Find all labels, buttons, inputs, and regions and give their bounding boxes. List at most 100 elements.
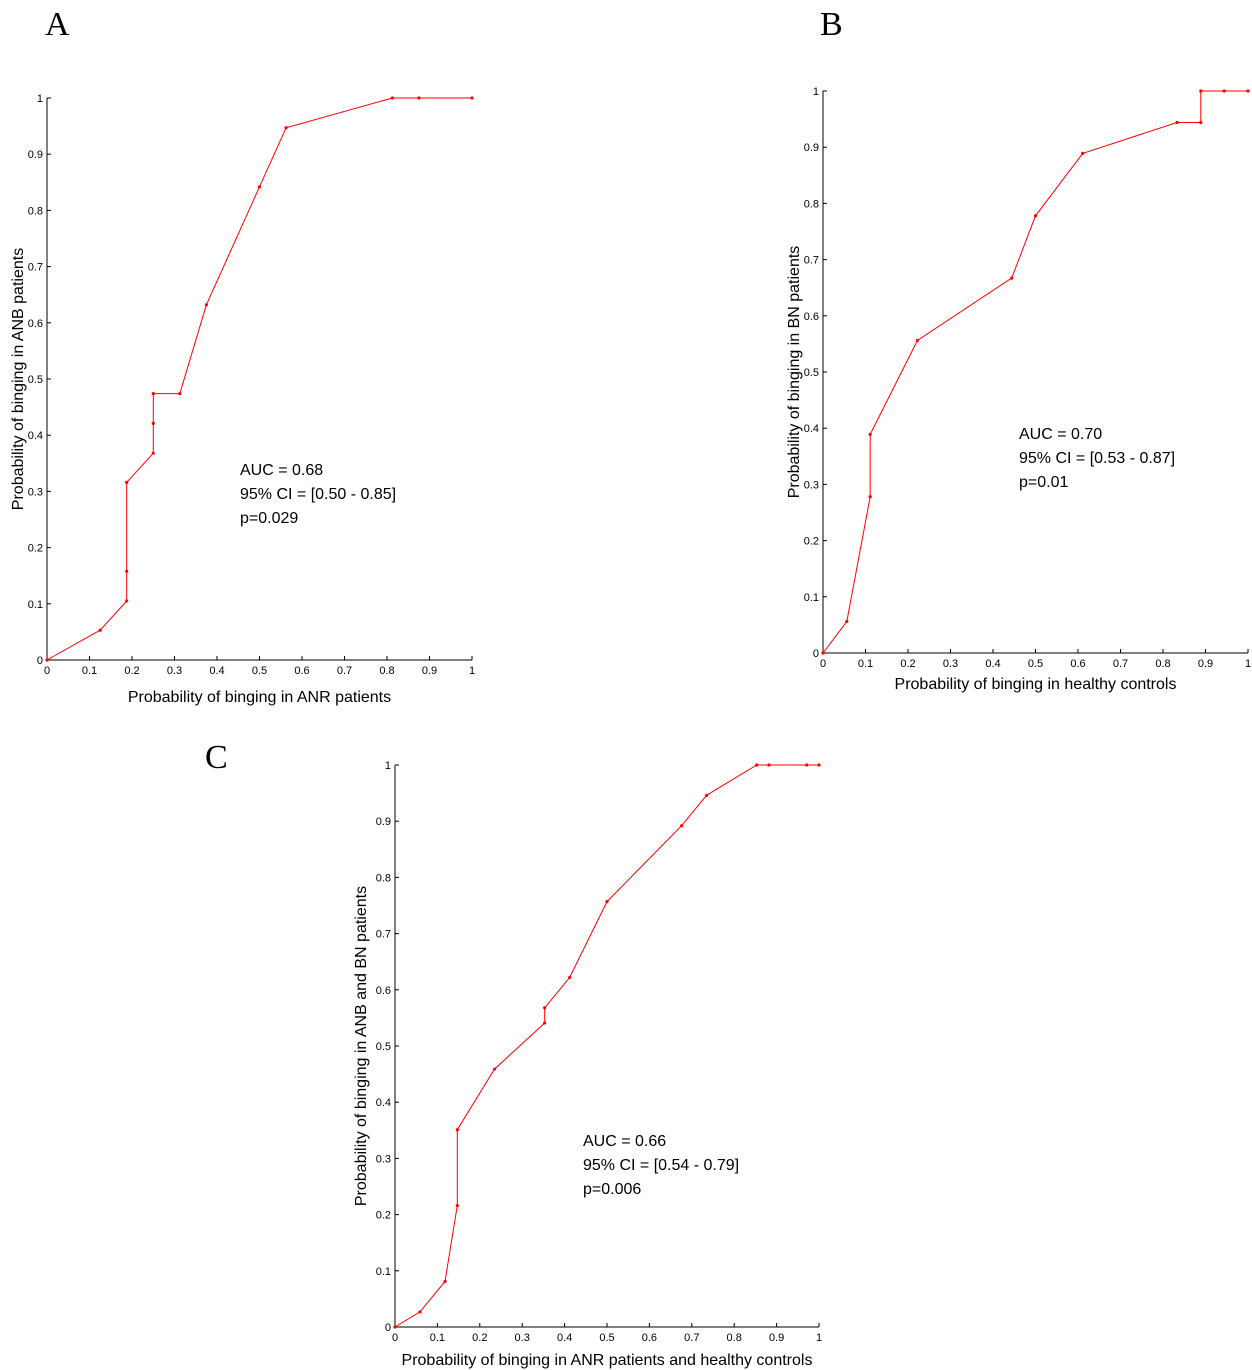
- y-tick-label: 0.1: [804, 592, 819, 604]
- y-tick-label: 0.9: [804, 142, 819, 154]
- stats-annotation: AUC = 0.70: [1019, 426, 1102, 443]
- roc-curve-point: [680, 824, 684, 828]
- panel-c: C 0 0.1 0.2 0.3 0.4 0.5 0.6 0.7 0.8 0.9 1 0 0.1 0.2 0.3…: [205, 739, 822, 1369]
- roc-curve-point: [45, 658, 49, 662]
- stats-annotation: 95% CI = [0.54 - 0.79]: [583, 1157, 739, 1174]
- roc-curve-point: [493, 1067, 497, 1071]
- roc-curve-point: [605, 899, 609, 904]
- roc-curve-point: [443, 1279, 447, 1284]
- roc-curve-point: [915, 338, 919, 343]
- panel-letter: A: [45, 6, 70, 43]
- x-tick-label: 0.3: [167, 665, 182, 677]
- x-tick-label: 0: [392, 1332, 398, 1344]
- y-axis-label: Probability of binging in BN patients: [786, 246, 803, 499]
- roc-curve-point: [543, 1006, 547, 1010]
- panel-letter: B: [820, 6, 843, 43]
- y-tick-label: 0.5: [804, 367, 819, 379]
- roc-curve-point: [125, 569, 129, 573]
- y-tick-label: 0.5: [28, 374, 43, 386]
- y-tick-label: 0.6: [376, 985, 391, 997]
- roc-curve-point: [1010, 276, 1014, 280]
- y-tick-label: 1: [813, 86, 819, 98]
- stats-annotation: 95% CI = [0.53 - 0.87]: [1019, 450, 1175, 467]
- x-tick-label: 1: [1245, 658, 1251, 670]
- stats-annotation: p=0.01: [1019, 474, 1068, 491]
- roc-curve-point: [455, 1204, 459, 1208]
- x-tick-label: 0.7: [337, 665, 352, 677]
- y-tick-label: 0.9: [376, 816, 391, 828]
- y-tick-label: 0.4: [28, 430, 43, 442]
- x-tick-label: 0.1: [82, 665, 97, 677]
- panel-b: B 0 0.1 0.2 0.3 0.4 0.5 0.6 0.7 0.8 0.9 1 0 0.1 0.2 0.3…: [786, 6, 1251, 693]
- x-tick-label: 0.8: [727, 1332, 742, 1344]
- y-tick-label: 0.1: [376, 1266, 391, 1278]
- x-tick-label: 0.5: [1028, 658, 1043, 670]
- roc-curve-point: [543, 1021, 547, 1025]
- x-tick-label: 0.2: [124, 665, 139, 677]
- x-tick-label: 0.9: [422, 665, 437, 677]
- y-tick-label: 0.2: [28, 543, 43, 555]
- panel-letter: C: [205, 739, 228, 776]
- x-tick-label: 0.9: [1198, 658, 1213, 670]
- x-tick-label: 0.6: [642, 1332, 657, 1344]
- y-tick-label: 1: [37, 93, 43, 105]
- y-axis-label: Probability of binging in ANB and BN pat…: [353, 886, 370, 1206]
- roc-curve-point: [151, 392, 155, 396]
- y-tick-label: 0.6: [804, 311, 819, 323]
- x-tick-label: 0: [44, 665, 50, 677]
- roc-curve-line: [46, 97, 472, 661]
- x-axis-label: Probability of binging in healthy contro…: [895, 676, 1177, 693]
- y-tick-label: 0.3: [376, 1153, 391, 1165]
- y-tick-label: 0.7: [376, 929, 391, 941]
- y-tick-label: 0.3: [804, 479, 819, 491]
- y-tick-label: 0.6: [28, 318, 43, 330]
- y-tick-label: 1: [385, 760, 391, 772]
- roc-curve-point: [755, 763, 759, 767]
- x-tick-label: 0.4: [209, 665, 224, 677]
- stats-annotation: AUC = 0.68: [240, 462, 323, 479]
- roc-curve-point: [805, 763, 809, 767]
- stats-annotation: AUC = 0.66: [583, 1133, 666, 1150]
- stats-annotation: p=0.029: [240, 510, 298, 527]
- roc-curve-point: [470, 96, 474, 100]
- x-tick-label: 0.1: [430, 1332, 445, 1344]
- roc-curve-point: [568, 975, 572, 980]
- roc-curve-point: [178, 392, 182, 396]
- roc-curve-point: [284, 126, 288, 130]
- x-tick-label: 0.8: [379, 665, 394, 677]
- y-tick-label: 0.2: [376, 1210, 391, 1222]
- roc-curve-point: [151, 451, 155, 455]
- y-tick-label: 0.8: [376, 872, 391, 884]
- y-tick-label: 0.3: [28, 486, 43, 498]
- y-tick-label: 0.7: [804, 255, 819, 267]
- roc-curve-point: [151, 421, 155, 425]
- roc-curve-line: [822, 90, 1248, 654]
- x-tick-label: 0.6: [1070, 658, 1085, 670]
- x-tick-label: 0.5: [252, 665, 267, 677]
- x-tick-label: 0.8: [1155, 658, 1170, 670]
- x-tick-label: 0.5: [599, 1332, 614, 1344]
- roc-curve-point: [125, 480, 129, 485]
- x-axis-label: Probability of binging in ANR patients a…: [402, 1352, 813, 1369]
- roc-curve-point: [1199, 89, 1203, 93]
- y-tick-label: 0.2: [804, 536, 819, 548]
- roc-curve-point: [845, 619, 849, 624]
- panel-a: A 0 0.1 0.2 0.3 0.4 0.5 0.6 0.7 0.8 0.9 1 0 0.1 0.2 0.3…: [10, 6, 475, 706]
- y-tick-label: 0.8: [804, 198, 819, 210]
- x-tick-label: 0.7: [1113, 658, 1128, 670]
- y-tick-label: 0: [385, 1322, 391, 1334]
- roc-curve-point: [767, 763, 771, 767]
- roc-curve-point: [417, 96, 421, 100]
- roc-curve-point: [257, 185, 262, 189]
- y-tick-label: 0.9: [28, 149, 43, 161]
- stats-annotation: p=0.006: [583, 1181, 641, 1198]
- y-tick-label: 0.1: [28, 599, 43, 611]
- x-tick-label: 0.7: [684, 1332, 699, 1344]
- x-tick-label: 1: [469, 665, 475, 677]
- roc-curve-point: [821, 651, 825, 655]
- stats-annotation: 95% CI = [0.50 - 0.85]: [240, 486, 396, 503]
- roc-curve-point: [125, 599, 129, 603]
- x-tick-label: 1: [816, 1332, 822, 1344]
- x-tick-label: 0.3: [515, 1332, 530, 1344]
